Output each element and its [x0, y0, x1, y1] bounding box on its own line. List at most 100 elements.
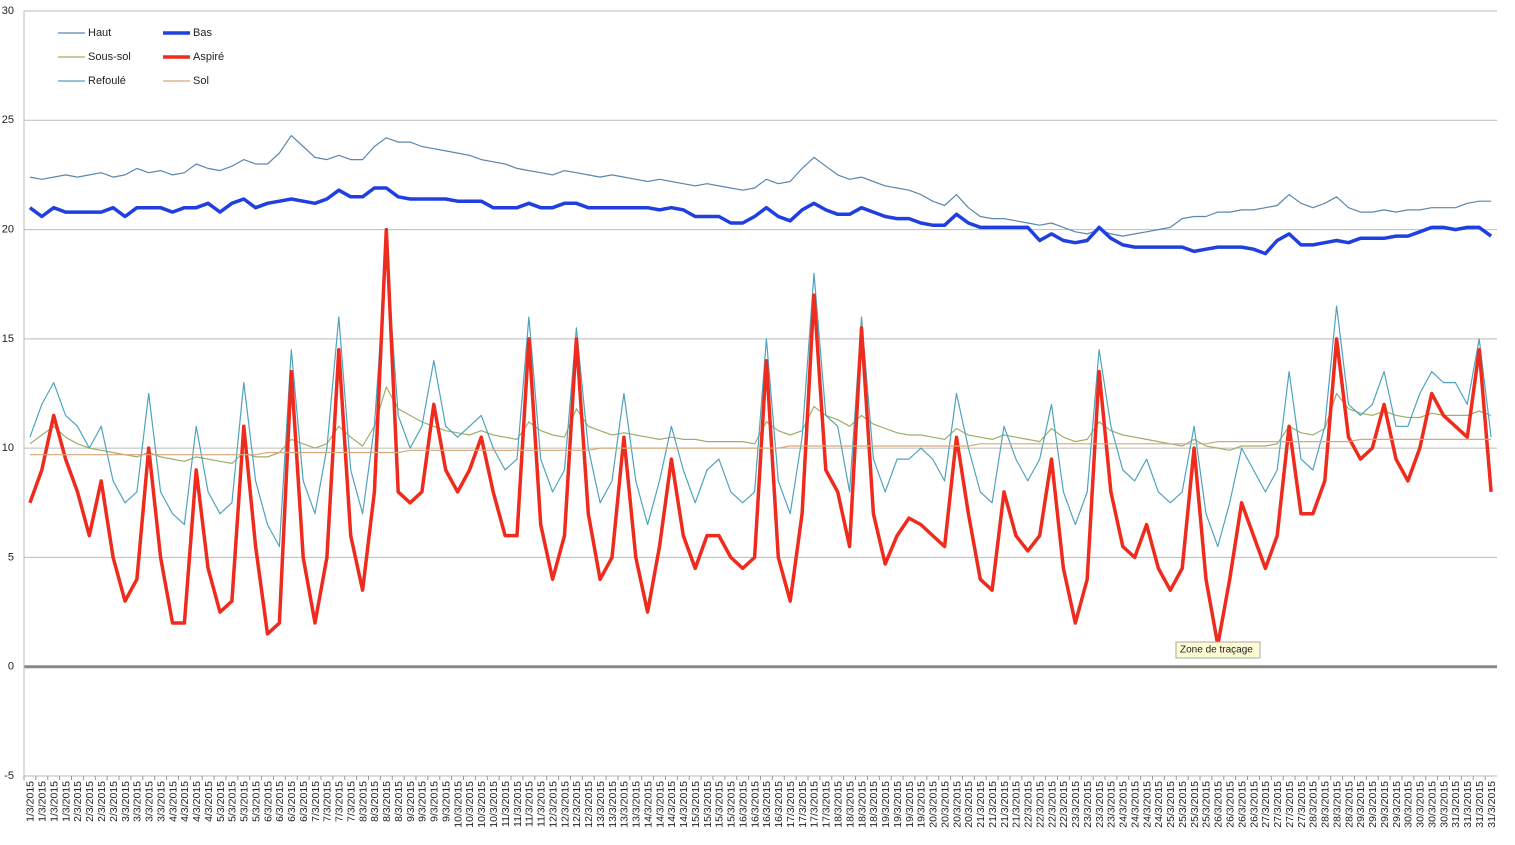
x-tick-label: 9/3/2015	[429, 781, 441, 822]
series-line	[28, 227, 1493, 647]
x-tick-label: 23/3/2015	[1094, 781, 1106, 828]
x-tick-label: 20/3/2015	[928, 781, 940, 828]
x-tick-label: 13/3/2015	[631, 781, 643, 828]
x-tick-label: 28/3/2015	[1331, 781, 1343, 828]
legend-label: Sol	[193, 75, 209, 87]
x-tick-label: 24/3/2015	[1153, 781, 1165, 828]
x-tick-label: 20/3/2015	[939, 781, 951, 828]
x-tick-label: 25/3/2015	[1201, 781, 1213, 828]
x-tick-label: 3/3/2015	[144, 781, 156, 822]
x-tick-label: 14/3/2015	[678, 781, 690, 828]
x-tick-label: 19/3/2015	[880, 781, 892, 828]
x-tick-label: 14/3/2015	[654, 781, 666, 828]
x-tick-label: 1/3/2015	[25, 781, 37, 822]
x-tick-label: 11/3/2015	[512, 781, 524, 827]
y-tick-label: 30	[2, 5, 14, 17]
x-tick-label: 21/3/2015	[987, 781, 999, 828]
x-tick-label: 8/3/2015	[381, 781, 393, 822]
x-tick-label: 10/3/2015	[464, 781, 476, 828]
x-tick-label: 1/3/2015	[48, 781, 60, 822]
x-tick-label: 19/3/2015	[892, 781, 904, 828]
x-tick-label: 9/3/2015	[440, 781, 452, 822]
x-tick-label: 22/3/2015	[1046, 781, 1058, 828]
y-tick-label: 25	[2, 114, 14, 126]
x-tick-label: 4/3/2015	[191, 781, 203, 822]
x-tick-label: 16/3/2015	[749, 781, 761, 828]
x-tick-label: 10/3/2015	[488, 781, 500, 828]
x-tick-label: 9/3/2015	[405, 781, 417, 822]
x-tick-label: 6/3/2015	[286, 781, 298, 822]
legend-label: Bas	[193, 27, 212, 39]
x-tick-label: 22/3/2015	[1034, 781, 1046, 828]
x-tick-label: 14/3/2015	[642, 781, 654, 828]
y-tick-label: 10	[2, 442, 14, 454]
x-tick-label: 24/3/2015	[1118, 781, 1130, 828]
x-tick-label: 13/3/2015	[619, 781, 631, 828]
x-tick-label: 31/3/2015	[1450, 781, 1462, 828]
x-tick-label: 7/3/2015	[322, 781, 334, 822]
x-tick-label: 25/3/2015	[1177, 781, 1189, 828]
x-tick-label: 27/3/2015	[1284, 781, 1296, 828]
y-tick-label: 0	[8, 661, 14, 673]
x-tick-label: 31/3/2015	[1462, 781, 1474, 828]
x-tick-label: 30/3/2015	[1403, 781, 1415, 828]
x-tick-label: 6/3/2015	[274, 781, 286, 822]
y-tick-label: 5	[8, 551, 14, 563]
y-tick-label: -5	[4, 770, 14, 782]
x-tick-label: 29/3/2015	[1367, 781, 1379, 828]
x-tick-label: 19/3/2015	[904, 781, 916, 828]
x-tick-label: 13/3/2015	[607, 781, 619, 828]
y-tick-label: 20	[2, 223, 14, 235]
x-tick-label: 23/3/2015	[1106, 781, 1118, 828]
x-tick-label: 15/3/2015	[714, 781, 726, 828]
x-tick-label: 13/3/2015	[595, 781, 607, 828]
x-tick-label: 5/3/2015	[215, 781, 227, 822]
x-tick-label: 14/3/2015	[666, 781, 678, 828]
x-tick-label: 21/3/2015	[1011, 781, 1023, 828]
x-tick-label: 27/3/2015	[1260, 781, 1272, 828]
series-line	[28, 186, 1493, 256]
tooltip: Zone de traçage	[1180, 645, 1253, 656]
x-tick-label: 29/3/2015	[1355, 781, 1367, 828]
x-tick-label: 9/3/2015	[417, 781, 429, 822]
x-tick-label: 25/3/2015	[1189, 781, 1201, 828]
x-tick-label: 8/3/2015	[369, 781, 381, 822]
x-tick-label: 1/3/2015	[37, 781, 49, 822]
x-tick-label: 15/3/2015	[702, 781, 714, 828]
x-tick-label: 26/3/2015	[1248, 781, 1260, 828]
x-tick-label: 15/3/2015	[726, 781, 738, 828]
x-tick-label: 17/3/2015	[797, 781, 809, 828]
x-tick-label: 1/3/2015	[60, 781, 72, 822]
x-tick-label: 26/3/2015	[1236, 781, 1248, 828]
tooltip-box	[1175, 641, 1261, 659]
legend-label: Refoulé	[88, 75, 126, 87]
x-tick-label: 2/3/2015	[96, 781, 108, 822]
x-tick-label: 24/3/2015	[1129, 781, 1141, 828]
x-tick-label: 15/3/2015	[690, 781, 702, 828]
x-tick-label: 2/3/2015	[108, 781, 120, 822]
x-tick-label: 26/3/2015	[1213, 781, 1225, 828]
x-tick-label: 24/3/2015	[1141, 781, 1153, 828]
x-tick-label: 5/3/2015	[227, 781, 239, 822]
x-tick-label: 12/3/2015	[583, 781, 595, 828]
x-tick-label: 18/3/2015	[844, 781, 856, 828]
x-tick-label: 27/3/2015	[1272, 781, 1284, 828]
x-tick-label: 8/3/2015	[393, 781, 405, 822]
x-tick-label: 18/3/2015	[832, 781, 844, 828]
x-tick-label: 7/3/2015	[345, 781, 357, 822]
x-tick-label: 4/3/2015	[203, 781, 215, 822]
x-tick-label: 20/3/2015	[963, 781, 975, 828]
x-tick-label: 8/3/2015	[357, 781, 369, 822]
x-tick-label: 21/3/2015	[975, 781, 987, 828]
x-tick-label: 30/3/2015	[1426, 781, 1438, 828]
x-tick-label: 16/3/2015	[761, 781, 773, 828]
legend-label: Aspiré	[193, 51, 224, 63]
x-tick-label: 6/3/2015	[262, 781, 274, 822]
x-tick-label: 16/3/2015	[773, 781, 785, 828]
x-tick-label: 11/3/2015	[524, 781, 536, 827]
x-tick-label: 2/3/2015	[84, 781, 96, 822]
x-tick-label: 12/3/2015	[547, 781, 559, 828]
x-tick-label: 29/3/2015	[1391, 781, 1403, 828]
x-tick-label: 10/3/2015	[452, 781, 464, 828]
